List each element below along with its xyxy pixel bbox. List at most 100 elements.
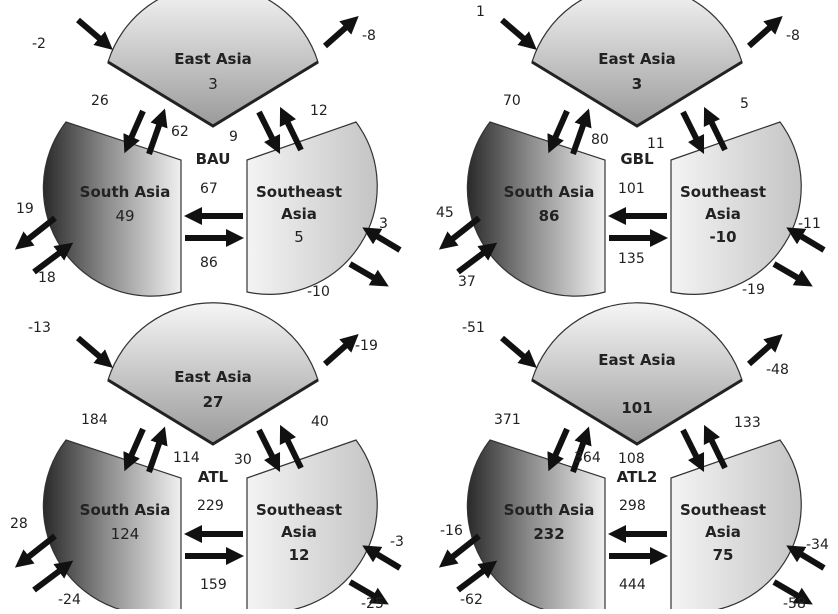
- flow-arrows: [438, 16, 826, 287]
- arrow-ext-out-south: [438, 215, 481, 250]
- flow-ext-out-south: 45: [436, 205, 454, 221]
- flow-ext-in-east: -2: [32, 36, 46, 52]
- flow-sa-to-sea: 135: [618, 251, 645, 267]
- east-asia-value: 3: [632, 75, 642, 93]
- flow-sea-to-ea: 12: [310, 103, 328, 119]
- flow-ext-out-east: -8: [786, 28, 800, 44]
- arrow-ext-out-east: [747, 16, 783, 49]
- southeast-asia-sector: Southeast Asia 75: [670, 439, 802, 613]
- flow-ext-out-east: -48: [766, 362, 789, 378]
- arrow-ext-in-south: [32, 560, 74, 593]
- arrow-ext-in-east: [76, 17, 113, 50]
- flow-sa-to-ea: 184: [81, 412, 108, 428]
- southeast-asia-value: 75: [713, 546, 734, 564]
- flow-ext-in-se: -11: [798, 216, 821, 232]
- arrow-ext-in-se: [786, 545, 826, 571]
- arrow-ext-in-south: [456, 560, 498, 593]
- flow-sa-to-sea: 159: [200, 577, 227, 593]
- panel-gbl: East Asia 3 South Asia 86 Southeast Asia…: [436, 0, 826, 298]
- flow-ext-out-se: -19: [742, 282, 765, 298]
- arrow-ext-in-se: [362, 227, 402, 253]
- flow-arrows: [14, 16, 402, 287]
- flow-ext-out-east: -19: [355, 338, 378, 354]
- east-asia-value: 27: [203, 393, 224, 411]
- east-asia-sector: East Asia 3: [531, 0, 743, 128]
- arrow-ext-in-se: [362, 545, 402, 571]
- flow-sea-to-sa: 67: [200, 181, 218, 197]
- arrow-ext-out-east: [747, 334, 783, 367]
- south-asia-label: South Asia: [504, 183, 595, 201]
- flow-sa-to-sea: 86: [200, 255, 218, 271]
- flow-ea-to-sea: 30: [234, 452, 252, 468]
- arrow-ext-out-south: [14, 533, 57, 568]
- arrow-ext-in-se: [786, 227, 826, 253]
- flow-ext-in-east: 1: [476, 4, 485, 20]
- flow-ext-in-east: -13: [28, 320, 51, 336]
- flow-arrows: [14, 334, 402, 605]
- flow-ext-out-south: -16: [440, 523, 463, 539]
- southeast-asia-label-2: Asia: [281, 523, 317, 541]
- southeast-asia-value: 12: [289, 546, 310, 564]
- east-asia-sector: East Asia 27: [107, 302, 319, 446]
- east-asia-sector: East Asia 3: [107, 0, 319, 128]
- arrow-ea-to-sa: [123, 427, 146, 472]
- flow-ext-out-se: -10: [307, 284, 330, 300]
- flow-ea-to-sea: 11: [647, 136, 665, 152]
- flow-ea-to-sa: 114: [173, 450, 200, 466]
- flow-ext-in-se: -34: [806, 537, 829, 553]
- arrow-sea-to-ea: [279, 106, 304, 152]
- flow-sea-to-sa: 298: [619, 498, 646, 514]
- flow-labels: 1 -8 70 80 11 5 101 135 45 37 -11 -19: [436, 4, 821, 298]
- flow-sea-to-ea: 133: [734, 415, 761, 431]
- arrow-sa-to-ea: [570, 108, 592, 155]
- flow-ext-out-east: -8: [362, 28, 376, 44]
- scenario-label: ATL: [198, 468, 229, 486]
- south-asia-value: 124: [111, 525, 140, 543]
- flow-ext-out-se: -25: [361, 596, 384, 609]
- arrow-ea-to-sa: [547, 427, 570, 472]
- flow-sea-to-sa: 101: [618, 181, 645, 197]
- flow-ext-in-se: -3: [390, 534, 404, 550]
- southeast-asia-value: -10: [709, 228, 736, 246]
- arrow-ea-to-sea: [256, 110, 281, 155]
- southeast-asia-sector: Southeast Asia -10: [670, 121, 802, 295]
- arrow-sa-to-ea: [146, 426, 168, 473]
- arrow-ext-out-east: [323, 16, 359, 49]
- arrow-ea-to-sea: [256, 428, 281, 473]
- flow-ext-in-south: -62: [460, 592, 483, 608]
- arrow-ext-out-se: [772, 261, 813, 287]
- scenario-label: ATL2: [617, 468, 658, 486]
- flow-ea-to-sea: 108: [618, 451, 645, 467]
- flow-ext-in-se: 3: [379, 216, 388, 232]
- panel-bau: East Asia 3 South Asia 49 Southeast Asia…: [14, 0, 402, 300]
- flow-ext-out-south: 28: [10, 516, 28, 532]
- arrow-ext-in-east: [500, 17, 537, 50]
- flow-ea-to-sa: 364: [574, 450, 601, 466]
- arrow-ext-out-se: [348, 579, 389, 605]
- arrow-ext-out-se: [772, 579, 813, 605]
- south-asia-label: South Asia: [80, 501, 171, 519]
- flow-sa-to-ea: 371: [494, 412, 521, 428]
- flow-ext-in-south: 18: [38, 270, 56, 286]
- east-asia-sector: East Asia 101: [531, 302, 743, 446]
- panel-atl2: East Asia 101 South Asia 232 Southeast A…: [438, 302, 829, 614]
- flow-sa-to-ea: 26: [91, 93, 109, 109]
- south-asia-sector: South Asia 49: [42, 121, 182, 297]
- scenario-label: GBL: [620, 150, 654, 168]
- south-asia-sector: South Asia 232: [466, 439, 606, 614]
- southeast-asia-label-1: Southeast: [680, 501, 766, 519]
- arrow-ext-out-south: [438, 533, 481, 568]
- flow-ext-in-south: -24: [58, 592, 81, 608]
- flow-arrows: [438, 334, 826, 605]
- arrow-ext-in-south: [456, 242, 498, 275]
- arrow-sea-to-ea: [279, 424, 304, 470]
- arrow-sea-to-ea: [703, 106, 728, 152]
- southeast-asia-sector: Southeast Asia 12: [246, 439, 378, 613]
- south-asia-value: 49: [115, 207, 134, 225]
- arrow-ea-to-sea: [680, 110, 705, 155]
- south-asia-sector: South Asia 86: [466, 121, 606, 297]
- arrow-ext-in-south: [32, 242, 74, 275]
- east-asia-label: East Asia: [174, 368, 252, 386]
- flow-labels: -51 -48 371 364 108 133 298 444 -16 -62 …: [440, 320, 829, 612]
